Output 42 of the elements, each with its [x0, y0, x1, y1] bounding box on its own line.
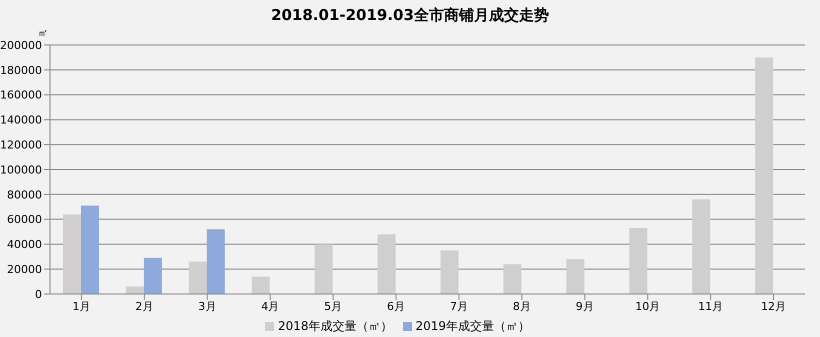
- chart-title: 2018.01-2019.03全市商铺月成交走势: [270, 6, 550, 25]
- x-tick-label: 10月: [635, 300, 660, 313]
- bar: [252, 276, 270, 294]
- x-tick-label: 9月: [576, 300, 594, 313]
- bar: [188, 262, 207, 294]
- y-tick-label: 80000: [7, 188, 42, 202]
- bar: [755, 57, 774, 294]
- y-tick-label: 200000: [0, 38, 42, 52]
- x-tick-label: 5月: [324, 300, 342, 313]
- bar: [692, 199, 710, 294]
- bar: [566, 259, 584, 294]
- y-tick-label: 140000: [0, 114, 42, 127]
- bar: [144, 258, 162, 294]
- bar: [503, 264, 522, 294]
- bar: [63, 214, 81, 294]
- y-tick-label: 100000: [0, 163, 42, 176]
- legend-label: 2018年成交量（㎡）: [278, 319, 392, 333]
- y-tick-label: 120000: [0, 138, 42, 152]
- bar: [126, 286, 144, 294]
- y-tick-label: 0: [35, 288, 42, 301]
- x-tick-label: 1月: [72, 300, 90, 313]
- bar: [314, 244, 333, 294]
- y-tick-label: 180000: [0, 64, 42, 77]
- bar: [440, 250, 458, 294]
- x-tick-label: 3月: [198, 300, 216, 313]
- bar: [378, 234, 396, 294]
- y-tick-label: 160000: [0, 88, 42, 102]
- y-tick-label: 40000: [7, 238, 42, 252]
- x-tick-label: 2月: [135, 300, 154, 313]
- x-tick-label: 11月: [698, 300, 724, 313]
- legend-label: 2019年成交量（㎡）: [416, 319, 530, 333]
- bar: [81, 206, 99, 294]
- y-tick-label: 60000: [7, 213, 42, 226]
- x-tick-label: 12月: [761, 300, 786, 313]
- x-tick-label: 8月: [512, 300, 531, 313]
- y-axis-title: ㎡: [38, 27, 48, 40]
- bar: [206, 229, 225, 294]
- x-tick-label: 6月: [387, 300, 406, 313]
- bar: [629, 228, 648, 294]
- x-tick-label: 4月: [261, 300, 280, 313]
- y-tick-label: 20000: [7, 263, 42, 276]
- x-tick-label: 7月: [450, 300, 468, 313]
